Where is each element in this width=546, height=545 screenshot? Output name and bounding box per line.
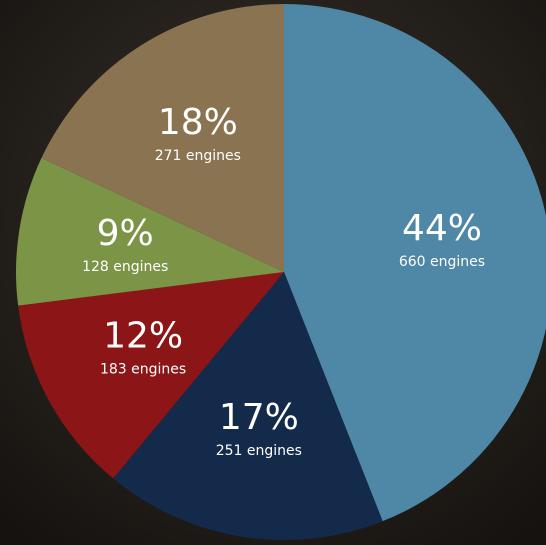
pie-slice: [15, 157, 284, 306]
value-label: 44%: [402, 208, 482, 249]
detail-label: 660 engines: [399, 254, 485, 270]
pie: 44% 660 engines 17% 251 engines 12% 183 engin…: [15, 4, 546, 540]
value-label: 18%: [158, 102, 238, 143]
detail-label: 128 engines: [82, 259, 168, 275]
value-label: 17%: [219, 397, 299, 438]
pie-slice: [18, 272, 285, 479]
value-label: 9%: [97, 213, 154, 254]
value-label: 12%: [103, 315, 183, 356]
pie-slice: [284, 4, 546, 522]
detail-label: 183 engines: [100, 361, 186, 377]
pie-slice: [41, 4, 285, 272]
pie-slice: [113, 272, 383, 540]
detail-label: 251 engines: [216, 443, 302, 459]
detail-label: 271 engines: [155, 148, 241, 164]
